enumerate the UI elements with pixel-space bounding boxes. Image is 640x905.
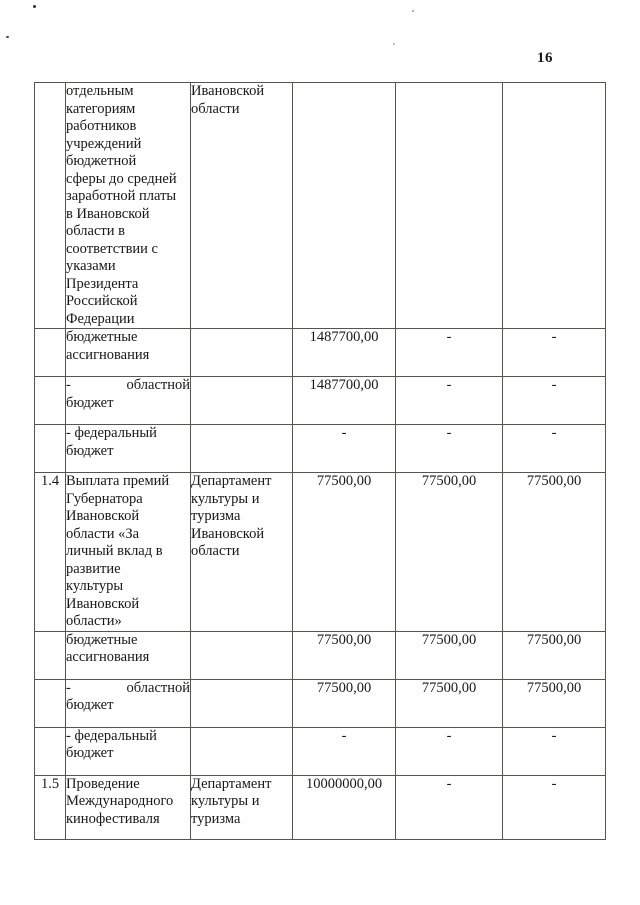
scan-speck — [33, 5, 36, 8]
description-cell: - областной бюджет — [65, 678, 191, 728]
value-cell — [292, 82, 396, 329]
value-cell: 77500,00 — [395, 472, 503, 632]
department-cell — [190, 726, 293, 776]
value-cell: - — [502, 376, 606, 425]
scan-speck — [412, 10, 414, 12]
description-cell: Выплата премий Губернатора Ивановской об… — [65, 472, 191, 632]
value-cell: 77500,00 — [292, 472, 396, 632]
value-cell: 77500,00 — [395, 678, 503, 728]
value-cell: - — [395, 328, 503, 377]
value-cell: - — [292, 424, 396, 473]
value-cell: 77500,00 — [292, 678, 396, 728]
row-number-cell — [34, 630, 66, 680]
department-cell: Департамент культуры и туризма — [190, 774, 293, 840]
table-row: - федеральный бюджет - - - — [34, 726, 606, 776]
table-row: - областной бюджет 77500,00 77500,00 77500,00 — [34, 678, 606, 728]
table-row: - федеральный бюджет - - - — [34, 424, 606, 473]
description-cell: отдельным категориям работников учрежден… — [65, 82, 191, 329]
value-cell: - — [502, 774, 606, 840]
table-row: отдельным категориям работников учрежден… — [34, 82, 606, 329]
scan-speck — [6, 36, 9, 38]
department-cell — [190, 630, 293, 680]
value-cell: - — [502, 726, 606, 776]
value-cell: 77500,00 — [502, 472, 606, 632]
value-cell: - — [395, 424, 503, 473]
value-cell: 77500,00 — [395, 630, 503, 680]
table-row: - областной бюджет 1487700,00- - — [34, 376, 606, 425]
value-cell: - — [502, 424, 606, 473]
row-number-cell — [34, 678, 66, 728]
department-cell — [190, 376, 293, 425]
value-cell: 1487700,00 — [292, 376, 396, 425]
dash-label: - — [66, 679, 71, 696]
value-cell: 1487700,00 — [292, 328, 396, 377]
description-cell: Проведение Международного кинофестиваля — [65, 774, 191, 840]
department-cell: Департамент культуры и туризма Ивановско… — [190, 472, 293, 632]
description-cell: бюджетные ассигнования — [65, 630, 191, 680]
label-word: бюджет — [66, 697, 114, 713]
justified-line: - областной — [66, 377, 190, 395]
table-row: 1.5 Проведение Международного кинофестива… — [34, 774, 606, 840]
description-cell: бюджетные ассигнования — [65, 328, 191, 377]
department-cell — [190, 424, 293, 473]
value-cell: 10000000,00 — [292, 774, 396, 840]
value-cell: - — [502, 328, 606, 377]
department-cell — [190, 328, 293, 377]
value-cell: - — [395, 726, 503, 776]
row-number-cell — [34, 328, 66, 377]
value-cell: - — [395, 774, 503, 840]
value-cell — [395, 82, 503, 329]
value-cell: 77500,00 — [292, 630, 396, 680]
table-row: бюджетные ассигнования 1487700,00- - — [34, 328, 606, 377]
page-number: 16 — [537, 50, 553, 66]
description-cell: - областной бюджет — [65, 376, 191, 425]
label-word: областной — [126, 679, 190, 696]
table-row: 1.4 Выплата премий Губернатора Ивановской… — [34, 472, 606, 632]
justified-line: - областной — [66, 679, 190, 697]
value-cell: 77500,00 — [502, 630, 606, 680]
value-cell: - — [395, 376, 503, 425]
description-cell: - федеральный бюджет — [65, 726, 191, 776]
department-cell — [190, 678, 293, 728]
label-word: областной — [126, 377, 190, 394]
row-number-cell: 1.5 — [34, 774, 66, 840]
value-cell: 77500,00 — [502, 678, 606, 728]
table-row: бюджетные ассигнования 77500,00 77500,00 77… — [34, 630, 606, 680]
row-number-cell — [34, 376, 66, 425]
row-number-cell — [34, 82, 66, 329]
row-number-cell — [34, 726, 66, 776]
row-number-cell: 1.4 — [34, 472, 66, 632]
value-cell — [502, 82, 606, 329]
label-word: бюджет — [66, 394, 114, 411]
description-cell: - федеральный бюджет — [65, 424, 191, 473]
scan-speck — [393, 43, 395, 45]
budget-table: отдельным категориям работников учрежден… — [34, 82, 606, 840]
department-cell: Ивановской области — [190, 82, 293, 329]
row-number-cell — [34, 424, 66, 473]
dash-label: - — [66, 377, 71, 394]
value-cell: - — [292, 726, 396, 776]
